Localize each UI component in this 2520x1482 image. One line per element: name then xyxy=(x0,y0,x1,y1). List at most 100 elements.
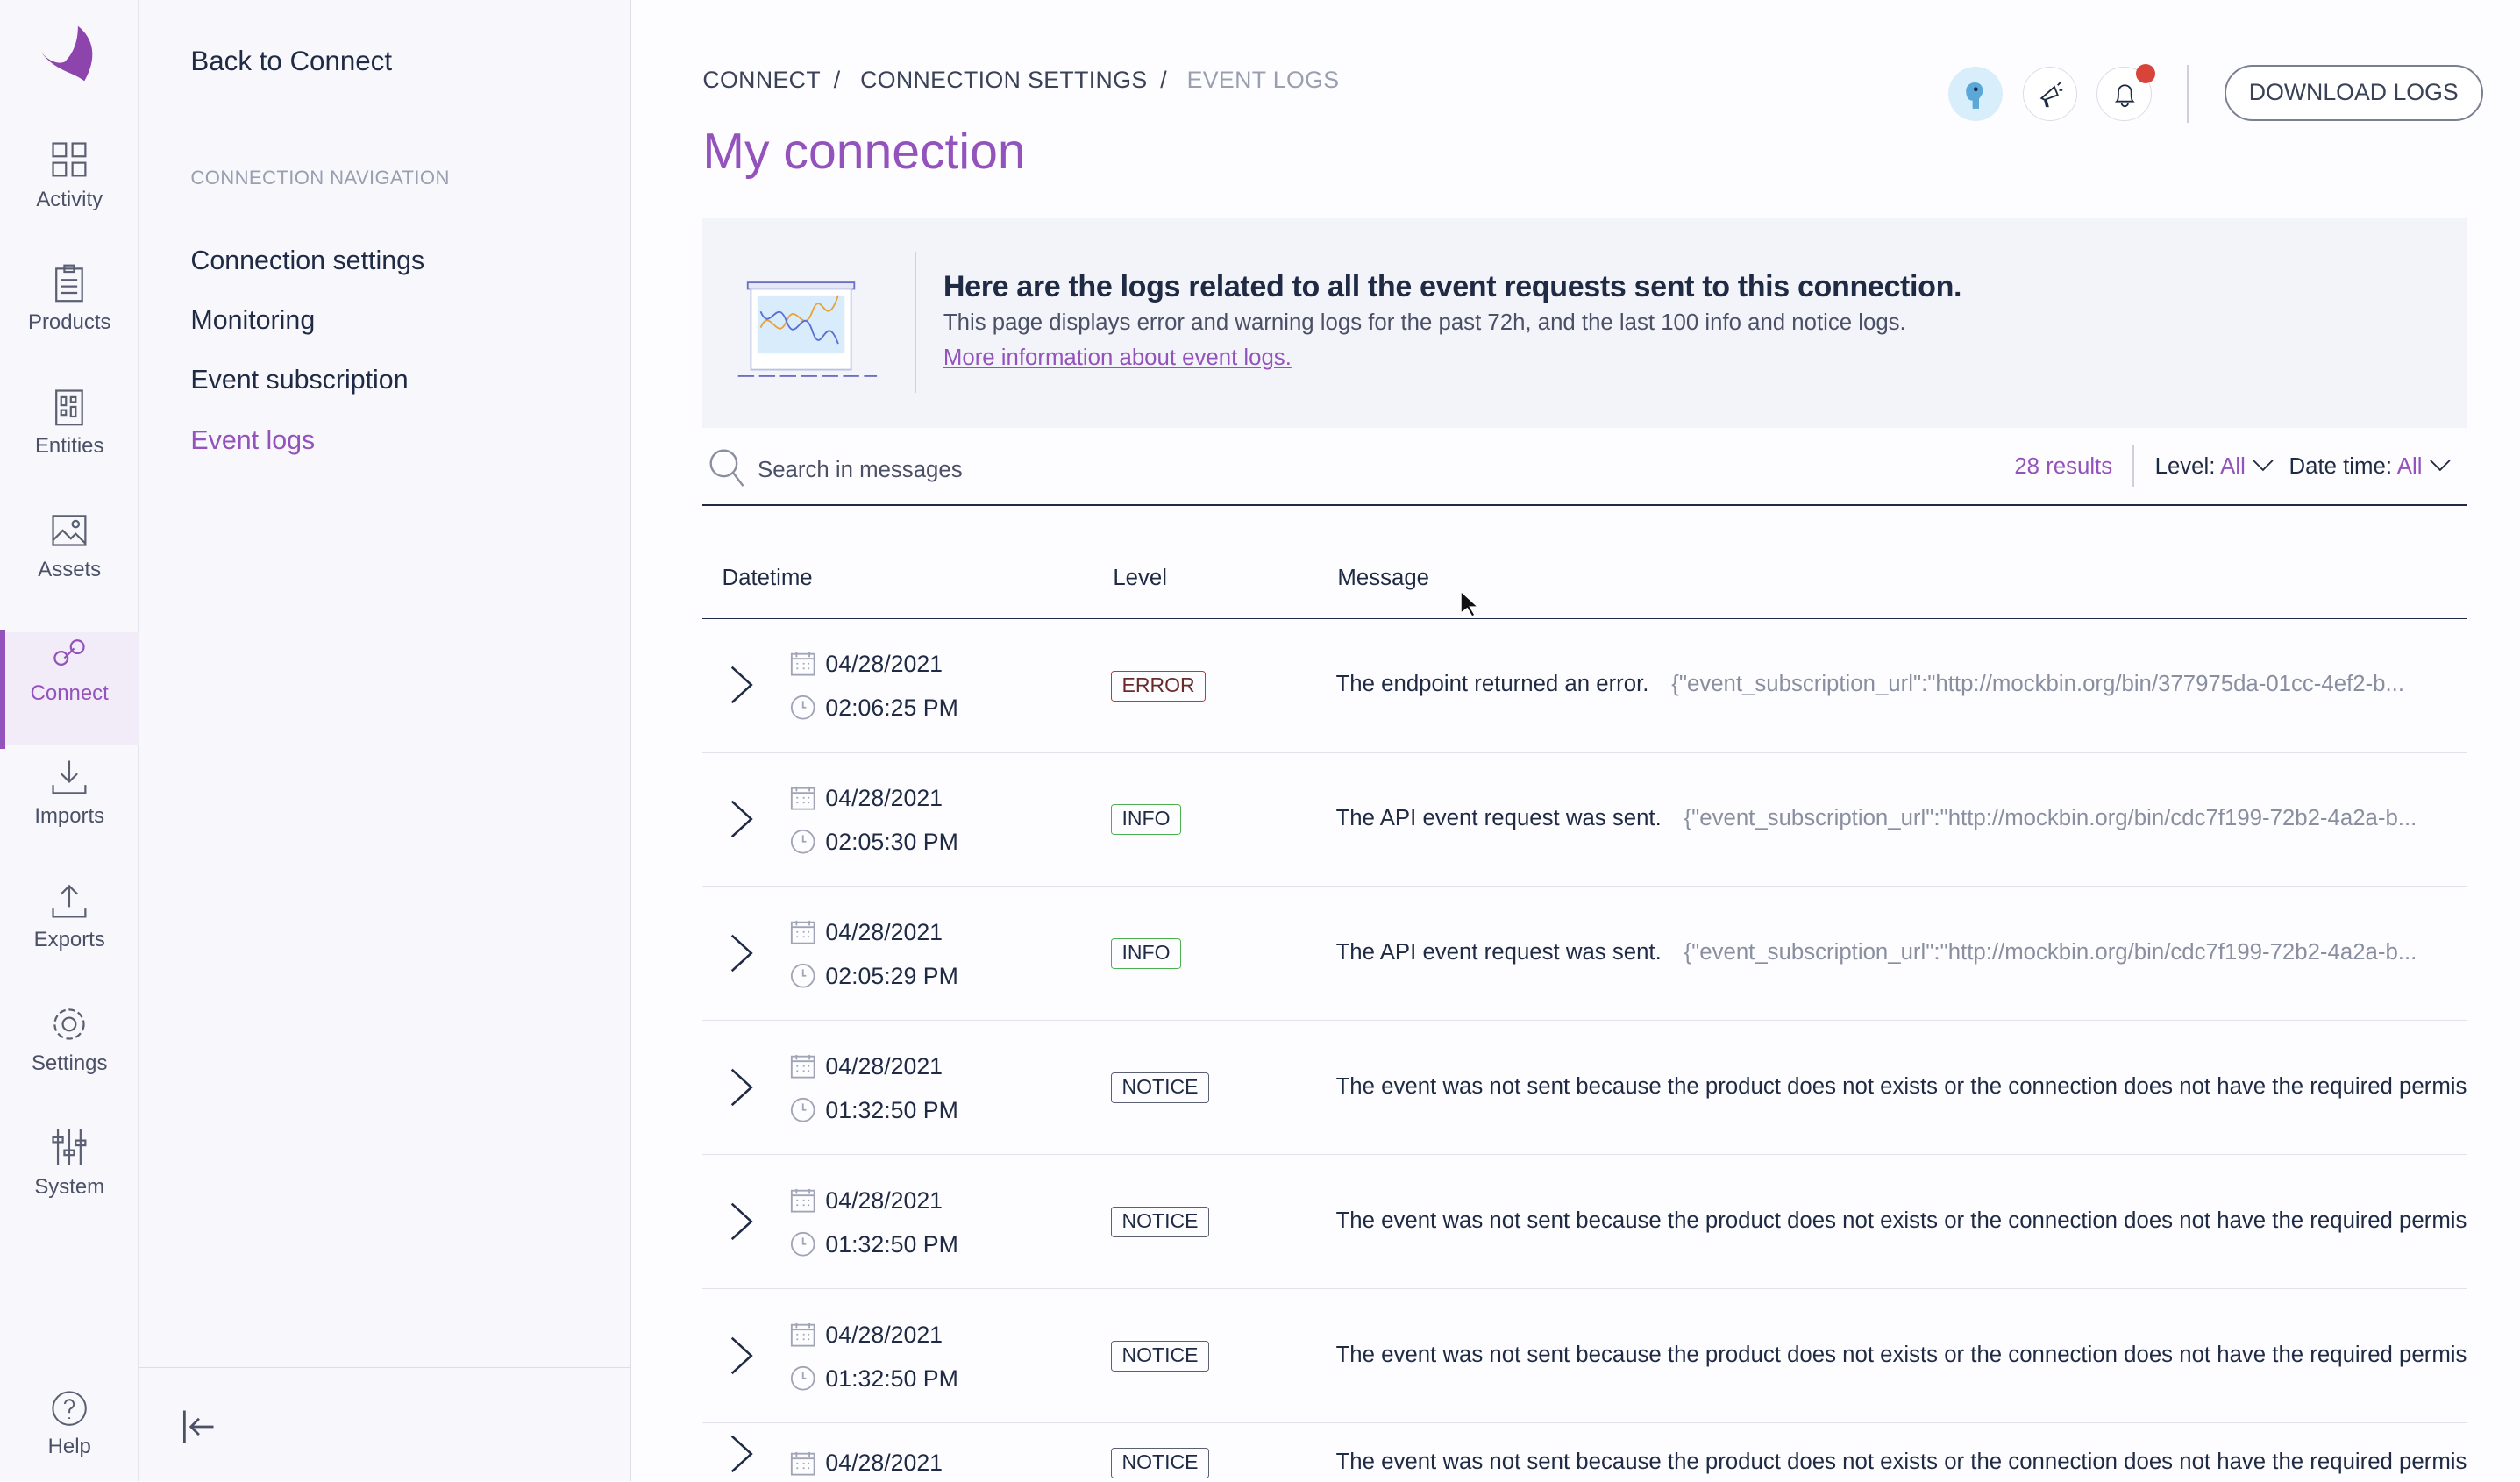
collapse-panel-icon[interactable] xyxy=(178,1406,220,1448)
log-time: 01:32:50 PM xyxy=(825,1364,958,1392)
rail-item-system[interactable]: System xyxy=(0,1126,139,1239)
rail-item-products[interactable]: Products xyxy=(0,262,139,375)
table-header: Datetime Level Message xyxy=(702,546,2467,619)
rail-item-label: Exports xyxy=(33,928,105,952)
chevron-right-icon[interactable] xyxy=(729,1201,754,1243)
back-to-connect-link[interactable]: Back to Connect xyxy=(190,45,393,76)
rail-item-activity[interactable]: Activity xyxy=(0,139,139,252)
log-message: The endpoint returned an error. {"event_s… xyxy=(1336,672,2404,697)
chevron-down-icon xyxy=(2253,460,2274,472)
column-message[interactable]: Message xyxy=(1337,565,1430,590)
table-row[interactable]: 04/28/2021 02:05:30 PM INFO The API event r… xyxy=(702,753,2467,887)
notifications-button[interactable] xyxy=(2096,63,2156,122)
info-banner: Here are the logs related to all the eve… xyxy=(702,217,2467,429)
rail-item-assets[interactable]: Assets xyxy=(0,509,139,623)
user-avatar[interactable] xyxy=(1947,66,2004,122)
gear-icon xyxy=(53,1008,85,1040)
rail-item-connect[interactable]: Connect xyxy=(0,629,139,750)
breadcrumb: CONNECT / CONNECTION SETTINGS / EVENT LOGS xyxy=(702,67,1352,94)
rail-item-settings[interactable]: Settings xyxy=(0,1003,139,1116)
log-message: The event was not sent because the produ… xyxy=(1336,1343,2467,1368)
nav-item-event-logs[interactable]: Event logs xyxy=(190,424,316,455)
nav-section-header: CONNECTION NAVIGATION xyxy=(190,166,450,189)
clock-icon xyxy=(790,1097,815,1122)
breadcrumb-event-logs: EVENT LOGS xyxy=(1186,66,1340,93)
rail-item-entities[interactable]: Entities xyxy=(0,386,139,499)
chevron-right-icon[interactable] xyxy=(729,1433,754,1475)
table-row[interactable]: 04/28/2021 01:32:50 PM NOTICE The event was… xyxy=(702,1021,2467,1156)
divider xyxy=(139,1366,631,1368)
level-badge: NOTICE xyxy=(1111,1207,1209,1238)
breadcrumb-connect[interactable]: CONNECT xyxy=(702,66,821,93)
notification-dot xyxy=(2136,63,2156,83)
rail-item-label: Connect xyxy=(30,680,109,705)
message-text: The endpoint returned an error. xyxy=(1335,672,1649,697)
akeneo-logo[interactable] xyxy=(36,23,101,84)
level-badge: NOTICE xyxy=(1111,1447,1209,1478)
clock-icon xyxy=(790,1231,815,1257)
level-filter[interactable]: Level: All xyxy=(2155,454,2274,480)
clock-icon xyxy=(790,1365,815,1391)
divider xyxy=(2132,444,2134,487)
nav-item-event-subscription[interactable]: Event subscription xyxy=(190,365,409,395)
download-logs-button[interactable]: DOWNLOAD LOGS xyxy=(2224,64,2483,122)
log-time: 02:06:25 PM xyxy=(825,695,958,722)
message-payload: {"event_subscription_url":"http://mockbi… xyxy=(1684,940,2417,965)
chevron-right-icon[interactable] xyxy=(729,932,754,974)
calendar-icon xyxy=(790,921,815,944)
calendar-icon xyxy=(790,652,815,676)
level-badge: NOTICE xyxy=(1111,1341,1209,1372)
log-message: The API event request was sent. {"event_s… xyxy=(1336,806,2417,831)
column-level[interactable]: Level xyxy=(1113,565,1167,590)
clipboard-icon xyxy=(55,264,84,303)
log-message: The API event request was sent. {"event_s… xyxy=(1336,940,2417,965)
announcements-button[interactable] xyxy=(2022,66,2078,122)
clock-icon xyxy=(790,963,815,988)
log-date: 04/28/2021 xyxy=(825,1321,943,1348)
rail-item-label: Activity xyxy=(36,187,103,211)
table-row[interactable]: 04/28/2021 NOTICE The event was not sent b… xyxy=(702,1423,2467,1481)
chevron-right-icon[interactable] xyxy=(729,1066,754,1108)
log-time: 02:05:29 PM xyxy=(825,963,958,989)
log-time: 02:05:30 PM xyxy=(825,829,958,856)
breadcrumb-connection-settings[interactable]: CONNECTION SETTINGS xyxy=(860,66,1148,93)
clock-icon xyxy=(790,829,815,854)
table-row[interactable]: 04/28/2021 01:32:50 PM NOTICE The event was… xyxy=(702,1155,2467,1290)
nav-item-monitoring[interactable]: Monitoring xyxy=(190,305,316,336)
chevron-right-icon[interactable] xyxy=(729,798,754,840)
column-datetime[interactable]: Datetime xyxy=(722,565,813,590)
table-row[interactable]: 04/28/2021 02:05:29 PM INFO The API event r… xyxy=(702,887,2467,1022)
upload-icon xyxy=(52,884,87,918)
date-time-filter[interactable]: Date time: All xyxy=(2289,454,2452,480)
table-row[interactable]: 04/28/2021 02:06:25 PM ERROR The endpoint r… xyxy=(702,619,2467,753)
search-input[interactable] xyxy=(758,449,1889,492)
chevron-down-icon xyxy=(2429,460,2451,472)
log-date: 04/28/2021 xyxy=(825,785,943,812)
calendar-icon xyxy=(790,1055,815,1079)
message-text: The event was not sent because the produ… xyxy=(1335,1449,2467,1474)
avatar-icon xyxy=(1966,82,1983,109)
search-icon xyxy=(709,449,744,488)
banner-heading: Here are the logs related to all the eve… xyxy=(943,269,1962,303)
calendar-icon xyxy=(790,1452,815,1476)
rail-item-exports[interactable]: Exports xyxy=(0,880,139,993)
message-payload: {"event_subscription_url":"http://mockbi… xyxy=(1684,806,2417,831)
megaphone-icon xyxy=(2039,81,2062,107)
chevron-right-icon[interactable] xyxy=(729,664,754,706)
message-text: The event was not sent because the produ… xyxy=(1335,1342,2467,1367)
date-filter-value: All xyxy=(2396,453,2423,479)
connection-nav-panel: Back to Connect CONNECTION NAVIGATION Co… xyxy=(139,0,632,1482)
more-info-link[interactable]: More information about event logs. xyxy=(943,346,1292,371)
breadcrumb-separator: / xyxy=(1160,66,1168,93)
rail-item-label: System xyxy=(34,1174,105,1199)
rail-item-imports[interactable]: Imports xyxy=(0,756,139,869)
breadcrumb-separator: / xyxy=(833,66,841,93)
rail-item-help[interactable]: Help xyxy=(0,1389,139,1479)
nav-item-connection-settings[interactable]: Connection settings xyxy=(190,246,425,276)
chevron-right-icon[interactable] xyxy=(729,1335,754,1377)
date-filter-label: Date time: xyxy=(2289,453,2393,479)
results-count: 28 results xyxy=(2014,453,2113,479)
message-text: The API event request was sent. xyxy=(1335,806,1662,831)
chart-illustration-icon xyxy=(737,281,878,378)
table-row[interactable]: 04/28/2021 01:32:50 PM NOTICE The event was… xyxy=(702,1289,2467,1424)
